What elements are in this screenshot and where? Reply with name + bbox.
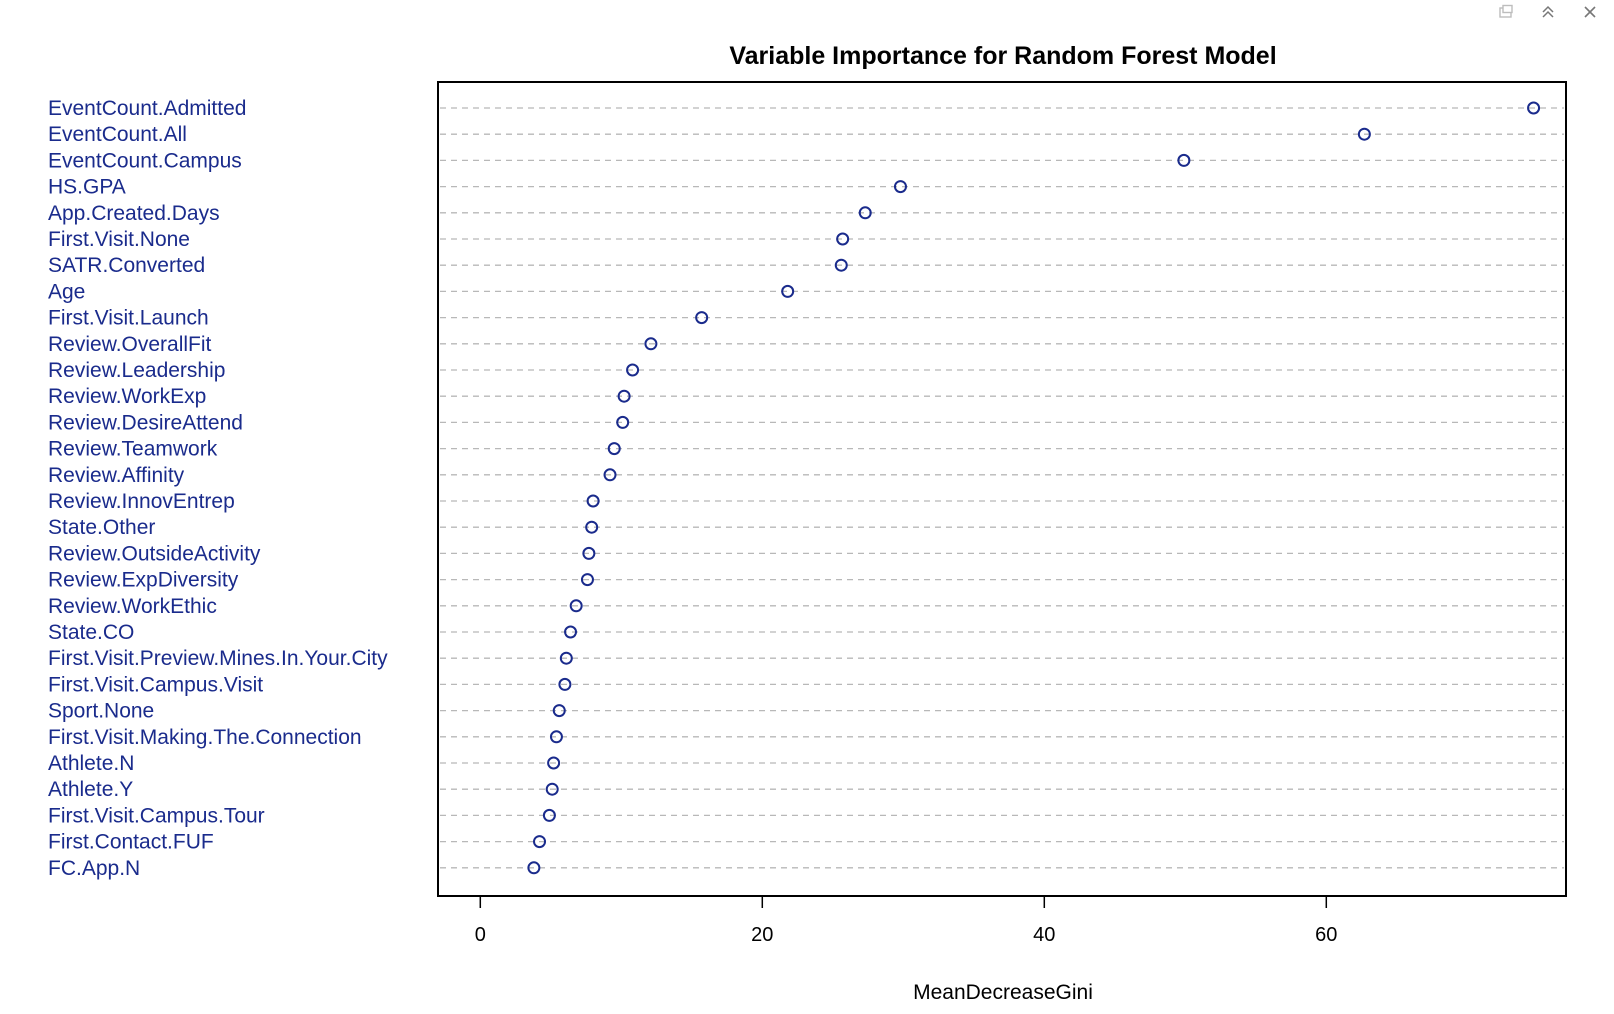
category-label: EventCount.Campus [48, 149, 242, 172]
category-label: Sport.None [48, 700, 154, 723]
x-axis-label: MeanDecreaseGini [913, 981, 1093, 1004]
data-point [542, 808, 556, 822]
category-label: HS.GPA [48, 176, 126, 199]
data-point [834, 258, 848, 272]
category-label: First.Visit.Preview.Mines.In.Your.City [48, 647, 388, 670]
data-point [569, 599, 583, 613]
close-icon [1584, 6, 1596, 18]
category-label: Review.Leadership [48, 359, 225, 382]
category-label: Athlete.N [48, 752, 134, 775]
category-label: First.Visit.Campus.Visit [48, 673, 263, 696]
window-controls [1496, 2, 1600, 22]
data-point [1527, 101, 1541, 115]
plot-frame [437, 81, 1567, 897]
category-label: First.Visit.Making.The.Connection [48, 726, 362, 749]
collapse-icon [1542, 5, 1554, 18]
x-tick-label: 60 [1315, 924, 1337, 946]
category-label: FC.App.N [48, 857, 140, 880]
data-point [558, 677, 572, 691]
category-label: Age [48, 280, 85, 303]
grid-lines [440, 107, 1564, 869]
chart-title: Variable Importance for Random Forest Mo… [729, 42, 1276, 70]
category-label: Review.InnovEntrep [48, 490, 235, 513]
data-point [1357, 127, 1371, 141]
category-label: EventCount.All [48, 123, 187, 146]
data-point [607, 442, 621, 456]
data-point [564, 625, 578, 639]
category-label: Review.OutsideActivity [48, 542, 261, 565]
category-label: Review.ExpDiversity [48, 569, 239, 592]
category-label: First.Visit.Launch [48, 307, 209, 330]
data-point [585, 520, 599, 534]
category-labels: EventCount.Admitted EventCount.All EventCo… [48, 97, 388, 880]
category-label: Review.Affinity [48, 464, 185, 487]
data-point [836, 232, 850, 246]
data-point [603, 468, 617, 482]
data-point [781, 284, 795, 298]
data-point [549, 730, 563, 744]
category-label: Review.DesireAttend [48, 411, 243, 434]
x-tick-label: 40 [1033, 924, 1055, 946]
data-points [527, 101, 1541, 875]
popout-icon [1499, 4, 1513, 18]
popout-button[interactable] [1496, 2, 1516, 22]
category-label: Review.OverallFit [48, 333, 212, 356]
data-point [644, 337, 658, 351]
category-label: Review.Teamwork [48, 438, 218, 461]
data-point [582, 546, 596, 560]
category-label: SATR.Converted [48, 254, 205, 277]
x-tick-label: 20 [751, 924, 773, 946]
category-label: EventCount.Admitted [48, 97, 246, 120]
data-point [552, 704, 566, 718]
x-axis: 0 20 40 60 [475, 896, 1337, 946]
category-label: State.CO [48, 621, 134, 644]
category-label: First.Contact.FUF [48, 831, 214, 854]
category-label: Athlete.Y [48, 778, 133, 801]
data-point [527, 861, 541, 875]
category-label: App.Created.Days [48, 202, 220, 225]
data-point [626, 363, 640, 377]
data-point [586, 494, 600, 508]
data-point [547, 756, 561, 770]
x-tick-label: 0 [475, 924, 486, 946]
category-label: State.Other [48, 516, 155, 539]
data-point [893, 180, 907, 194]
data-point [616, 415, 630, 429]
data-point [545, 782, 559, 796]
data-point [1177, 153, 1191, 167]
data-point [580, 573, 594, 587]
data-point [617, 389, 631, 403]
category-label: Review.WorkEthic [48, 595, 217, 618]
data-point [858, 206, 872, 220]
close-button[interactable] [1580, 2, 1600, 22]
data-point [533, 835, 547, 849]
data-point [695, 311, 709, 325]
category-label: Review.WorkExp [48, 385, 206, 408]
category-label: First.Visit.None [48, 228, 190, 251]
category-label: First.Visit.Campus.Tour [48, 804, 265, 827]
collapse-button[interactable] [1538, 2, 1558, 22]
data-point [559, 651, 573, 665]
